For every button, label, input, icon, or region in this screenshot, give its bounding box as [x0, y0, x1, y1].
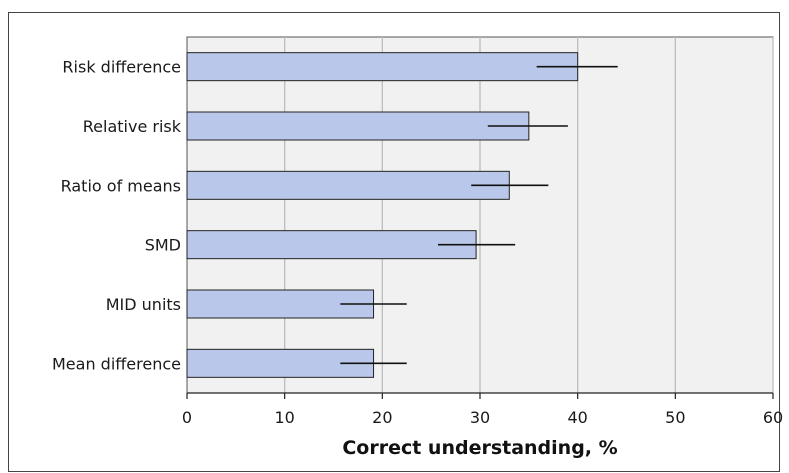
- category-label: MID units: [106, 295, 181, 314]
- x-axis-title: Correct understanding, %: [342, 437, 617, 459]
- category-label: Mean difference: [52, 354, 181, 373]
- bar-smd: [186, 230, 477, 260]
- x-tick-label: 20: [372, 408, 392, 427]
- x-tick-label: 50: [665, 408, 685, 427]
- category-labels: Risk difference Relative risk Ratio of mea…: [52, 58, 182, 374]
- category-label: SMD: [145, 236, 181, 255]
- x-tick-label: 60: [763, 408, 783, 427]
- category-label: Ratio of means: [61, 176, 181, 195]
- category-label: Relative risk: [83, 117, 182, 136]
- x-tick-label: 30: [470, 408, 490, 427]
- bar-ratio-of-means: [186, 170, 510, 200]
- x-tick-label: 40: [567, 408, 587, 427]
- error-bars: [340, 65, 618, 365]
- x-axis: 0 10 20 30 40 50 60: [182, 392, 783, 427]
- x-tick-label: 10: [274, 408, 294, 427]
- gridlines: [284, 37, 774, 393]
- bar-relative-risk: [186, 111, 530, 141]
- x-tick-label: 0: [182, 408, 192, 427]
- category-label: Risk difference: [62, 58, 181, 77]
- bar-risk-difference: [186, 52, 579, 82]
